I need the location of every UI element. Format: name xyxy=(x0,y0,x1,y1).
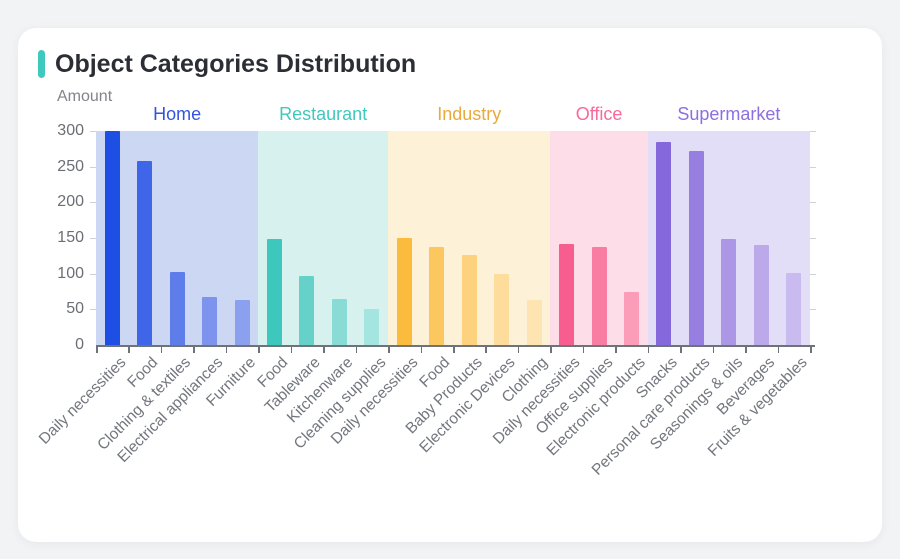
x-axis-tick xyxy=(290,347,293,353)
x-axis-tick xyxy=(420,347,423,353)
y-axis-tick xyxy=(90,131,96,132)
group-label-office: Office xyxy=(575,104,623,124)
bar-cleaning-supplies[interactable] xyxy=(364,308,380,345)
y-axis-tick xyxy=(810,309,816,311)
x-axis-tick xyxy=(582,347,585,353)
chart-plot-area: 0 50 100 150 200 250 300 Home Daily necessities F… xyxy=(36,104,816,479)
bar-seasonings-oils[interactable] xyxy=(721,239,737,345)
bar-electronic-devices[interactable] xyxy=(494,273,510,345)
bar-clothing-textiles[interactable] xyxy=(169,272,185,345)
y-axis-tick xyxy=(810,166,816,168)
bar-tableware[interactable] xyxy=(299,275,315,345)
y-axis-tick xyxy=(810,238,816,239)
y-tick-label: 250 xyxy=(57,157,84,175)
bar-beverages[interactable] xyxy=(753,245,769,345)
x-axis-tick xyxy=(128,347,130,353)
bar-daily-necessities[interactable] xyxy=(396,238,412,345)
y-axis-title: Amount xyxy=(57,88,113,105)
x-axis-tick xyxy=(517,347,520,353)
y-axis-tick xyxy=(810,273,816,275)
bar-electronic-products[interactable] xyxy=(624,292,639,345)
y-axis-tick xyxy=(90,273,96,275)
x-axis-tick xyxy=(745,347,747,353)
bar-clothing[interactable] xyxy=(526,300,542,345)
bar-daily-necessities[interactable] xyxy=(104,131,120,345)
y-tick-label: 300 xyxy=(57,122,84,139)
x-axis-tick xyxy=(225,347,228,353)
bar-furniture[interactable] xyxy=(234,300,250,345)
bar-food[interactable] xyxy=(429,246,445,345)
x-axis-tick xyxy=(258,347,260,353)
x-axis-tick xyxy=(485,347,487,353)
y-tick-label: 150 xyxy=(57,229,84,246)
x-axis-tick xyxy=(615,347,617,353)
x-axis-tick xyxy=(647,347,650,353)
bar-personal-care-products[interactable] xyxy=(688,150,704,345)
x-axis-tick xyxy=(193,347,195,353)
y-axis-tick xyxy=(810,131,816,132)
bar-food[interactable] xyxy=(267,239,282,345)
x-axis-tick xyxy=(453,347,455,353)
bar-fruits-vegetables[interactable] xyxy=(786,272,802,345)
y-axis-tick xyxy=(90,202,96,204)
y-axis-tick xyxy=(90,309,96,311)
x-axis-tick xyxy=(550,347,552,353)
y-axis-tick xyxy=(90,238,96,239)
x-axis-tick xyxy=(323,347,325,353)
x-axis-tick xyxy=(160,347,163,353)
bar-snacks[interactable] xyxy=(656,141,672,345)
y-axis-tick xyxy=(90,166,96,168)
bar-electrical-appliances[interactable] xyxy=(202,296,218,345)
x-axis-tick xyxy=(355,347,358,353)
y-tick-label: 100 xyxy=(57,264,84,282)
x-axis-tick xyxy=(777,347,780,353)
bar-office-supplies[interactable] xyxy=(591,246,607,345)
x-axis-tick xyxy=(680,347,682,353)
group-label-restaurant: Restaurant xyxy=(279,104,368,124)
bar-daily-necessities[interactable] xyxy=(559,243,575,345)
group-label-industry: Industry xyxy=(437,104,502,124)
x-axis-tick xyxy=(388,347,390,353)
group-label-supermarket: Supermarket xyxy=(677,104,781,124)
y-tick-label: 50 xyxy=(66,300,84,318)
x-axis-tick xyxy=(712,347,715,353)
group-label-home: Home xyxy=(153,104,202,124)
y-tick-label: 200 xyxy=(57,193,84,211)
bar-food[interactable] xyxy=(137,160,153,345)
title-accent-bar xyxy=(38,50,45,78)
x-axis-line xyxy=(96,345,815,347)
x-axis-tick xyxy=(96,347,98,353)
y-tick-label: 0 xyxy=(75,336,84,353)
y-axis-tick xyxy=(810,202,816,204)
x-axis-tick xyxy=(810,347,812,353)
bar-baby-products[interactable] xyxy=(461,255,477,345)
chart-title: Object Categories Distribution xyxy=(55,50,417,78)
bar-kitchenware[interactable] xyxy=(331,298,347,345)
